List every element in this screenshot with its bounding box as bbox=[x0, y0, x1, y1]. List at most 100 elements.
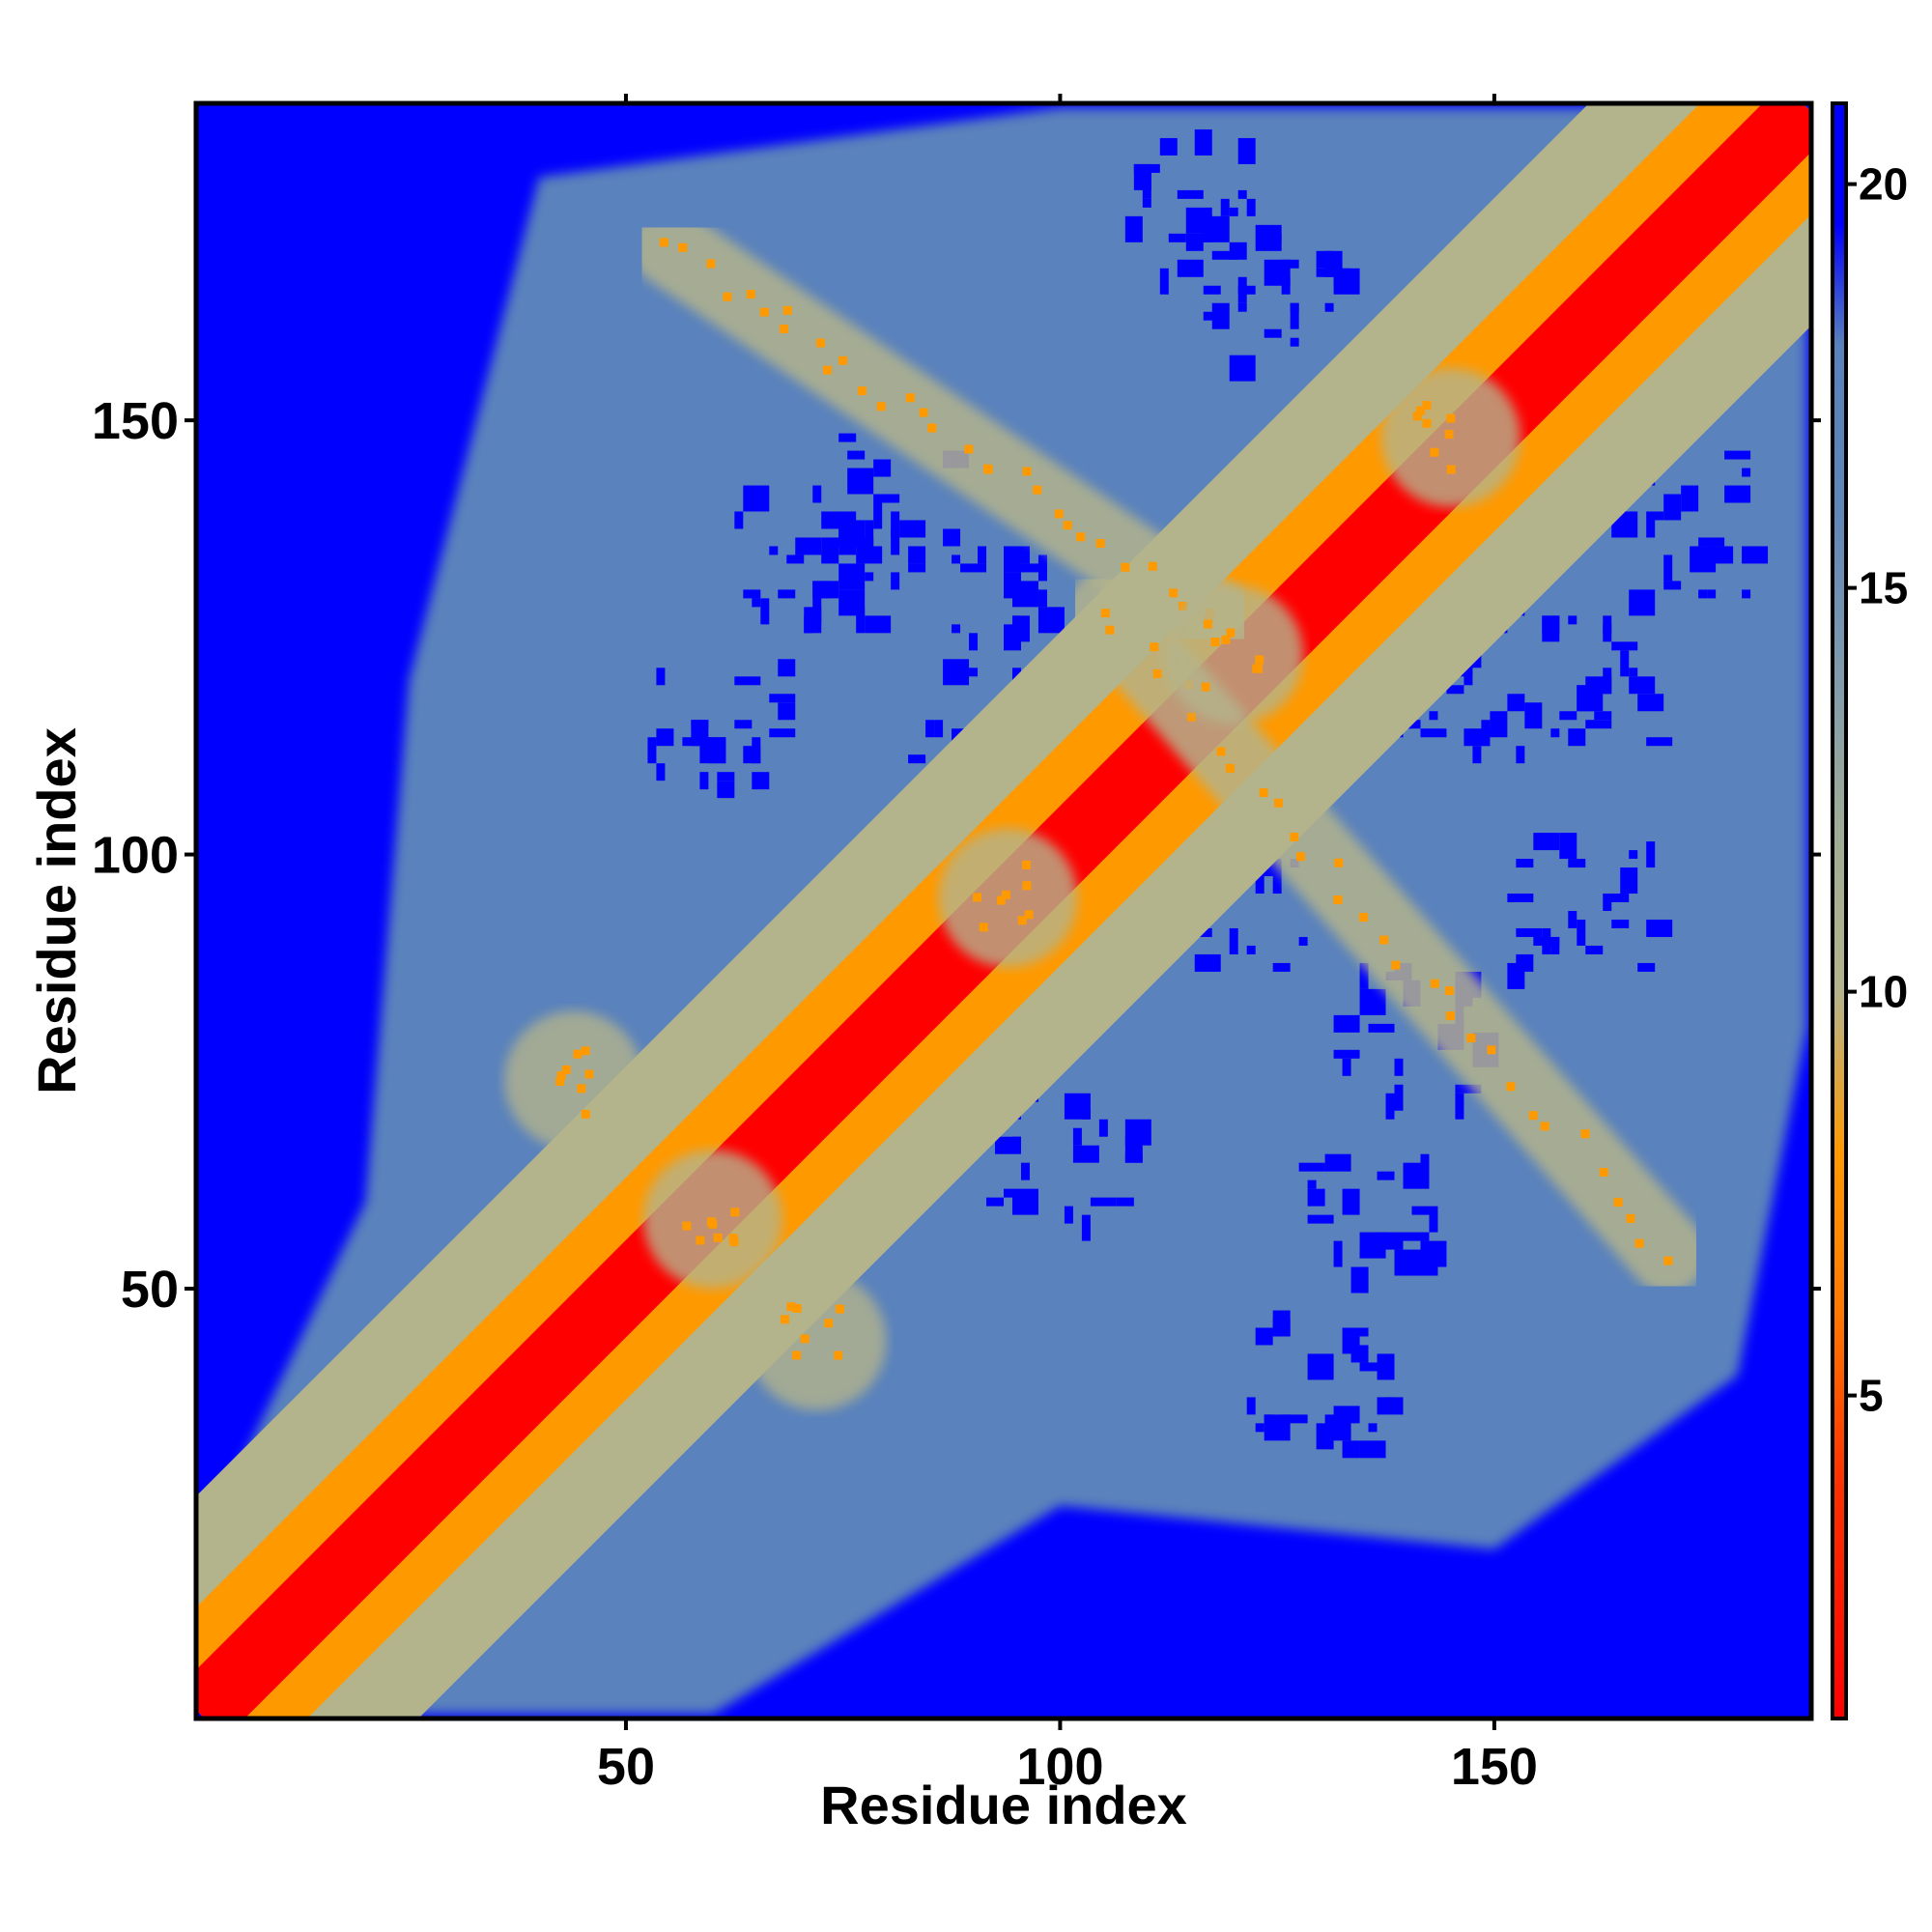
gap-cell bbox=[1298, 936, 1308, 946]
gap-cell bbox=[1524, 702, 1543, 729]
heatmap-area bbox=[193, 100, 1814, 1721]
ribbon-contact-cell bbox=[1359, 913, 1369, 923]
gap-cell bbox=[1577, 919, 1586, 946]
gap-cell bbox=[1385, 1093, 1395, 1120]
ribbon-contact-cell bbox=[1663, 1256, 1673, 1265]
gap-cell bbox=[1168, 233, 1186, 242]
gap-cell bbox=[1368, 1423, 1378, 1433]
gap-cell bbox=[1004, 1188, 1012, 1198]
ribbon-contact-cell bbox=[1022, 467, 1032, 476]
gap-cell bbox=[1264, 328, 1282, 338]
gap-cell bbox=[891, 528, 900, 555]
gap-cell bbox=[1020, 1162, 1030, 1180]
gap-cell bbox=[1455, 1084, 1482, 1094]
ribbon-contact-cell bbox=[1187, 712, 1197, 722]
colorbar-tick-label: 15 bbox=[1859, 563, 1908, 613]
ribbon-contact-cell bbox=[1295, 852, 1305, 862]
ribbon-contact-cell bbox=[1225, 763, 1235, 773]
gap-cell bbox=[1516, 859, 1534, 868]
gap-cell bbox=[734, 511, 744, 529]
cluster-cell bbox=[1022, 881, 1032, 891]
gap-cell bbox=[1290, 337, 1299, 347]
gap-cell bbox=[812, 581, 839, 599]
gap-cell bbox=[1629, 668, 1638, 677]
ribbon-contact-cell bbox=[780, 325, 789, 334]
gap-cell bbox=[1307, 1214, 1334, 1224]
colorbar-tick-label: 20 bbox=[1859, 159, 1908, 210]
ribbon-contact-cell bbox=[1121, 562, 1130, 572]
gap-cell bbox=[1255, 1423, 1264, 1433]
cluster-cell bbox=[713, 1233, 723, 1242]
gap-cell bbox=[1342, 1440, 1360, 1459]
cluster-cell bbox=[1422, 418, 1432, 428]
gap-cell bbox=[1037, 589, 1047, 608]
gap-cell bbox=[1542, 615, 1560, 642]
gap-cell bbox=[995, 1136, 1021, 1154]
gap-cell bbox=[925, 720, 935, 738]
cluster-cell bbox=[573, 1049, 582, 1059]
ribbon-contact-cell bbox=[1580, 1129, 1590, 1139]
gap-cell bbox=[952, 554, 961, 564]
gap-cell bbox=[656, 763, 666, 781]
gap-cell bbox=[1742, 468, 1751, 477]
ribbon-contact-cell bbox=[838, 355, 848, 365]
y-tick-label: 50 bbox=[121, 1261, 179, 1319]
ribbon-contact-cell bbox=[1444, 986, 1454, 996]
ribbon-contact-cell bbox=[759, 307, 769, 317]
cluster-cell bbox=[581, 1109, 590, 1119]
ribbon-contact-cell bbox=[1274, 798, 1283, 808]
cluster-cell bbox=[1221, 635, 1231, 644]
gap-cell bbox=[743, 589, 761, 599]
gap-cell bbox=[1124, 1153, 1143, 1163]
cluster-cell bbox=[1255, 655, 1264, 665]
gap-cell bbox=[1081, 1110, 1091, 1120]
ribbon-contact-cell bbox=[1152, 668, 1162, 678]
ribbon-contact-cell bbox=[1100, 609, 1110, 618]
cluster-cell bbox=[1446, 413, 1456, 423]
ribbon-contact-cell bbox=[1430, 979, 1439, 988]
gap-cell bbox=[1603, 668, 1612, 695]
gap-cell bbox=[1663, 494, 1682, 521]
cluster-halo-0 bbox=[747, 1271, 887, 1410]
ribbon-contact-cell bbox=[1634, 1238, 1644, 1248]
gap-cell bbox=[1516, 927, 1543, 937]
gap-cell bbox=[656, 728, 674, 747]
gap-cell bbox=[778, 702, 796, 721]
gap-cell bbox=[752, 598, 761, 608]
gap-cell bbox=[1177, 189, 1204, 199]
gap-cell bbox=[873, 494, 900, 503]
gap-cell bbox=[1333, 1049, 1360, 1059]
ribbon-contact-cell bbox=[1487, 1045, 1496, 1055]
gap-cell bbox=[1264, 1414, 1291, 1441]
gap-cell bbox=[1081, 1214, 1091, 1241]
colorbar-tick-label: 5 bbox=[1859, 1371, 1884, 1421]
gap-cell bbox=[1698, 537, 1725, 547]
ribbon-contact-cell bbox=[1054, 509, 1064, 519]
gap-cell bbox=[1342, 1058, 1351, 1076]
gap-cell bbox=[856, 546, 883, 564]
y-tick-label: 150 bbox=[92, 392, 179, 450]
gap-cell bbox=[1690, 546, 1717, 573]
cluster-cell bbox=[1201, 682, 1210, 692]
ribbon-contact-cell bbox=[1095, 539, 1105, 549]
gap-cell bbox=[1516, 953, 1534, 972]
gap-cell bbox=[908, 563, 926, 573]
cluster-cell bbox=[824, 1319, 834, 1328]
gap-cell bbox=[1264, 259, 1291, 286]
gap-cell bbox=[960, 563, 987, 573]
cluster-cell bbox=[1446, 465, 1456, 474]
cluster-cell bbox=[682, 1221, 692, 1231]
gap-cell bbox=[1646, 520, 1656, 538]
gap-cell bbox=[1203, 311, 1221, 321]
gap-cell bbox=[1307, 1353, 1334, 1380]
cluster-cell bbox=[792, 1303, 802, 1313]
gap-cell bbox=[1237, 302, 1247, 312]
ribbon-contact-cell bbox=[815, 338, 825, 348]
gap-cell bbox=[717, 772, 735, 781]
gap-cell bbox=[1316, 1423, 1334, 1450]
gap-cell bbox=[1429, 1206, 1438, 1233]
gap-cell bbox=[1611, 641, 1638, 651]
cluster-cell bbox=[584, 1069, 594, 1079]
gap-cell bbox=[708, 737, 726, 755]
gap-cell bbox=[769, 546, 779, 555]
